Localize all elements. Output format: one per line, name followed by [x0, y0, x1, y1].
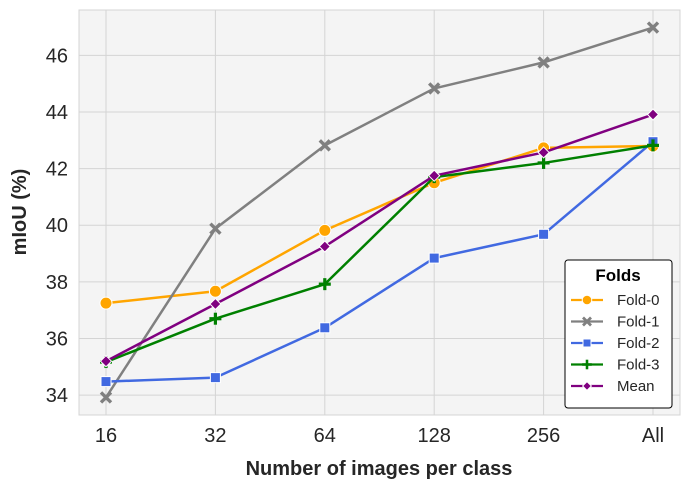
- series-layer: [99, 21, 660, 404]
- y-tick-label: 38: [46, 272, 68, 294]
- legend-items: Fold-0 Fold-1 Fold-2 Fold-3 Mean: [571, 292, 660, 395]
- series-line: [105, 144, 654, 364]
- data-point-plus: [318, 278, 331, 291]
- data-point-diamond: [209, 297, 222, 311]
- data-point-plus: [582, 359, 592, 370]
- data-point-x-stroke: [209, 222, 222, 235]
- data-point-diamond: [318, 240, 332, 253]
- legend-label: Mean: [617, 378, 655, 395]
- data-point-circle: [99, 296, 113, 310]
- series-fold-1: [99, 21, 660, 404]
- legend-item-mean: Mean: [571, 378, 655, 395]
- data-point-x: [646, 21, 660, 34]
- data-point-x-stroke: [582, 316, 592, 327]
- y-tick-label: 40: [46, 215, 68, 237]
- legend-item-fold-3: Fold-3: [571, 357, 660, 374]
- legend-label: Fold-1: [617, 314, 660, 331]
- x-tick-label: 16: [95, 425, 117, 447]
- data-point-circle: [208, 284, 222, 298]
- y-axis-label: mIoU (%): [9, 169, 31, 256]
- data-point-x: [582, 316, 592, 327]
- legend-box: [564, 259, 673, 409]
- x-tick-label: All: [642, 425, 664, 447]
- data-point-x: [427, 82, 441, 95]
- y-axis-ticks: 34 36 38 40 42 44 46: [46, 45, 68, 407]
- legend-label: Fold-2: [617, 335, 660, 352]
- legend: Folds Fold-0 Fold-1 Fold-2 Fold-3 Mean: [564, 259, 673, 409]
- series-mean: [99, 108, 660, 368]
- data-point-plus: [209, 312, 222, 325]
- legend-item-fold-0: Fold-0: [571, 292, 660, 309]
- y-tick-label: 46: [46, 45, 68, 67]
- x-tick-label: 128: [418, 425, 451, 447]
- data-point-circle: [318, 223, 332, 237]
- data-point-square: [209, 372, 221, 384]
- data-point-x: [318, 139, 332, 152]
- data-point-x: [99, 391, 113, 404]
- series-line: [105, 113, 654, 363]
- data-point-diamond: [581, 380, 593, 392]
- data-point-x-stroke: [99, 391, 113, 404]
- y-tick-label: 42: [46, 159, 68, 181]
- data-point-square: [538, 228, 550, 240]
- y-tick-label: 34: [46, 385, 68, 407]
- x-tick-label: 64: [314, 425, 336, 447]
- data-point-square: [319, 322, 331, 334]
- data-point-diamond: [99, 354, 113, 368]
- legend-title: Folds: [595, 266, 640, 285]
- data-point-plus: [647, 139, 659, 152]
- x-tick-label: 32: [204, 425, 226, 447]
- legend-label: Fold-0: [617, 292, 660, 309]
- y-tick-label: 44: [46, 102, 68, 124]
- data-point-x-stroke: [537, 56, 550, 69]
- data-point-x: [209, 222, 222, 235]
- data-point-x-stroke: [427, 82, 441, 95]
- series-line: [105, 144, 654, 305]
- data-point-x: [537, 56, 550, 69]
- data-point-square: [582, 338, 592, 348]
- data-point-square: [428, 252, 440, 264]
- legend-item-fold-2: Fold-2: [571, 335, 660, 352]
- data-point-circle: [581, 294, 593, 306]
- series-line: [105, 140, 654, 383]
- y-tick-label: 36: [46, 329, 68, 351]
- data-point-diamond: [646, 108, 660, 121]
- series-line: [104, 26, 654, 399]
- data-point-diamond: [427, 169, 441, 182]
- data-point-plus: [537, 156, 550, 169]
- x-axis-label: Number of images per class: [246, 458, 513, 480]
- legend-item-fold-1: Fold-1: [571, 314, 660, 331]
- data-point-square: [100, 376, 112, 388]
- data-point-x-stroke: [646, 21, 660, 34]
- x-axis-ticks: 16 32 64 128 256 All: [95, 425, 664, 447]
- legend-label: Fold-3: [617, 357, 660, 374]
- data-point-x-stroke: [318, 139, 332, 152]
- x-tick-label: 256: [527, 425, 560, 447]
- data-point-diamond: [537, 146, 550, 159]
- plot-frame: [78, 9, 681, 416]
- grid-lines: [79, 10, 680, 415]
